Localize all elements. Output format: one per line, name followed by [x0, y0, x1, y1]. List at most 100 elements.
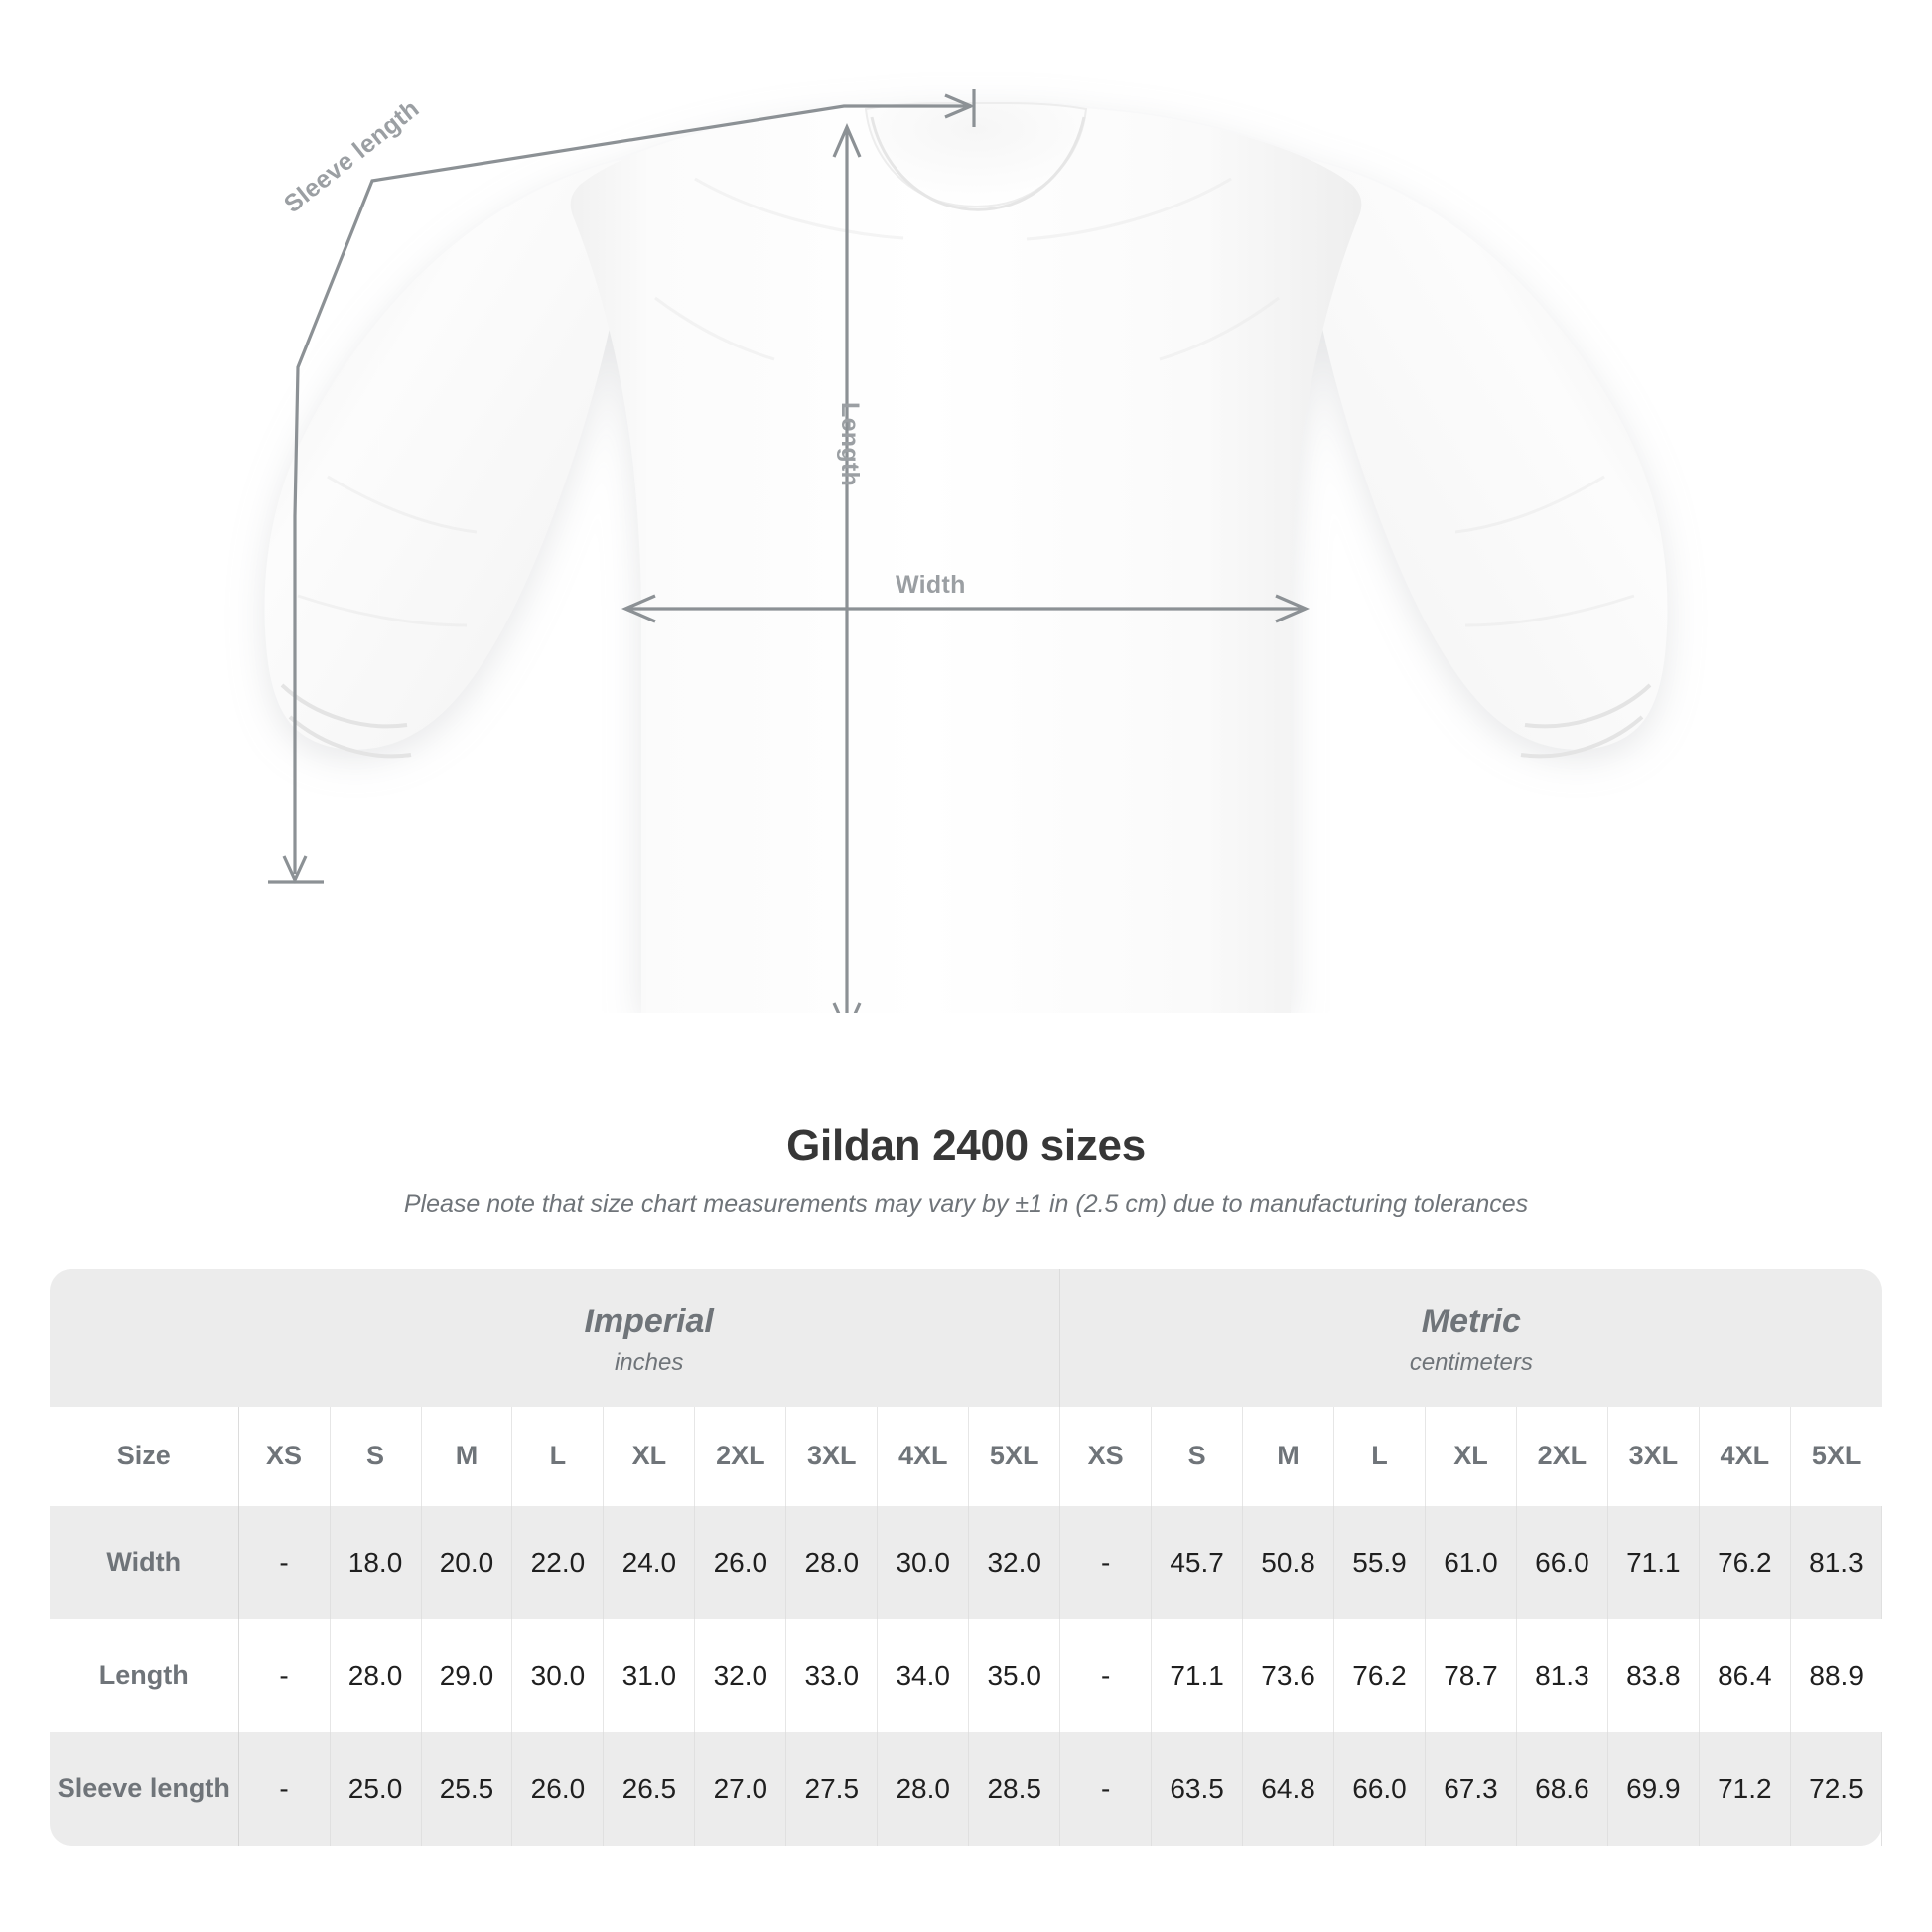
- length-label: Length: [836, 402, 864, 487]
- cell-sleeve-length-metric-m: 64.8: [1242, 1731, 1335, 1846]
- unit-subtitle: inches: [614, 1349, 684, 1377]
- fabric-folds: [297, 177, 1635, 627]
- width-measurement-line: [621, 594, 1311, 623]
- cell-length-imperial-s: 28.0: [330, 1618, 422, 1732]
- size-header-metric-2xl: 2XL: [1516, 1406, 1608, 1506]
- cell-length-imperial-xl: 31.0: [603, 1618, 696, 1732]
- size-header-imperial-2xl: 2XL: [694, 1406, 787, 1506]
- cell-length-metric-xs: -: [1059, 1618, 1153, 1732]
- size-header-metric-m: M: [1242, 1406, 1335, 1506]
- cell-length-metric-l: 76.2: [1333, 1618, 1426, 1732]
- cell-width-imperial-2xl: 26.0: [694, 1505, 787, 1619]
- tolerance-note: Please note that size chart measurements…: [403, 1189, 1529, 1218]
- size-table-container: Imperial inches Metric centimeters Size XS S M L…: [50, 1269, 1883, 1846]
- size-header-metric-xl: XL: [1425, 1406, 1517, 1506]
- units-row: Imperial inches Metric centimeters: [50, 1269, 1882, 1407]
- size-header-metric-4xl: 4XL: [1699, 1406, 1791, 1506]
- shirt-body-shape: [264, 102, 1668, 1013]
- cell-sleeve-length-metric-3xl: 69.9: [1607, 1731, 1700, 1846]
- cell-width-metric-xs: -: [1059, 1505, 1153, 1619]
- cell-sleeve-length-metric-xl: 67.3: [1425, 1731, 1517, 1846]
- units-spacer: [50, 1269, 239, 1407]
- size-header-imperial-xs: XS: [238, 1406, 331, 1506]
- cell-width-imperial-xs: -: [238, 1505, 331, 1619]
- cell-sleeve-length-metric-2xl: 68.6: [1516, 1731, 1608, 1846]
- cell-length-imperial-5xl: 35.0: [968, 1618, 1061, 1732]
- cell-sleeve-length-imperial-xs: -: [238, 1731, 331, 1846]
- cell-sleeve-length-metric-5xl: 72.5: [1790, 1731, 1883, 1846]
- cell-length-metric-3xl: 83.8: [1607, 1618, 1700, 1732]
- cell-width-metric-3xl: 71.1: [1607, 1505, 1700, 1619]
- row-label-length: Length: [50, 1618, 239, 1732]
- cell-sleeve-length-imperial-5xl: 28.5: [968, 1731, 1061, 1846]
- cell-width-imperial-s: 18.0: [330, 1505, 422, 1619]
- cell-sleeve-length-metric-4xl: 71.2: [1699, 1731, 1791, 1846]
- measurement-lines: [268, 89, 1311, 1013]
- cell-length-imperial-2xl: 32.0: [694, 1618, 787, 1732]
- cell-length-imperial-xs: -: [238, 1618, 331, 1732]
- cell-width-metric-4xl: 76.2: [1699, 1505, 1791, 1619]
- length-measurement-line: [832, 122, 862, 1013]
- row-label-width: Width: [50, 1505, 239, 1619]
- cell-sleeve-length-metric-l: 66.0: [1333, 1731, 1426, 1846]
- size-header-metric-5xl: 5XL: [1790, 1406, 1882, 1506]
- unit-name: Imperial: [584, 1303, 714, 1340]
- chart-caption: Gildan 2400 sizes Please note that size …: [0, 1120, 1932, 1220]
- cell-sleeve-length-metric-s: 63.5: [1151, 1731, 1244, 1846]
- sleeve-measurement-line: [268, 89, 976, 884]
- cell-width-metric-5xl: 81.3: [1790, 1505, 1883, 1619]
- size-table: Imperial inches Metric centimeters Size XS S M L…: [50, 1269, 1883, 1846]
- cell-sleeve-length-imperial-4xl: 28.0: [877, 1731, 970, 1846]
- cell-width-metric-s: 45.7: [1151, 1505, 1244, 1619]
- cell-width-metric-xl: 61.0: [1425, 1505, 1517, 1619]
- cell-length-imperial-4xl: 34.0: [877, 1618, 970, 1732]
- cell-length-imperial-l: 30.0: [511, 1618, 605, 1732]
- width-label: Width: [896, 571, 966, 599]
- cell-width-imperial-l: 22.0: [511, 1505, 605, 1619]
- cell-width-metric-2xl: 66.0: [1516, 1505, 1608, 1619]
- cell-width-metric-l: 55.9: [1333, 1505, 1426, 1619]
- cell-sleeve-length-imperial-m: 25.5: [421, 1731, 513, 1846]
- cell-sleeve-length-imperial-xl: 26.5: [603, 1731, 696, 1846]
- cell-width-metric-m: 50.8: [1242, 1505, 1335, 1619]
- cell-sleeve-length-imperial-2xl: 27.0: [694, 1731, 787, 1846]
- size-header-metric-s: S: [1151, 1406, 1244, 1506]
- table-row: Sleeve length -25.0 25.5 26.0 26.5 27.0 27.5 28…: [50, 1731, 1883, 1846]
- cell-sleeve-length-imperial-l: 26.0: [511, 1731, 605, 1846]
- size-header-metric-xs: XS: [1059, 1406, 1153, 1506]
- size-header-imperial-xl: XL: [603, 1406, 696, 1506]
- cell-length-metric-5xl: 88.9: [1790, 1618, 1882, 1732]
- cell-sleeve-length-metric-xs: -: [1059, 1731, 1153, 1846]
- cell-sleeve-length-imperial-3xl: 27.5: [785, 1731, 879, 1846]
- size-header-imperial-s: S: [330, 1406, 422, 1506]
- cell-length-metric-4xl: 86.4: [1699, 1618, 1791, 1732]
- table-row: Width -18.0 20.0 22.0 24.0 26.0 28.0 30.0 32.0-4…: [50, 1505, 1883, 1619]
- cell-width-imperial-5xl: 32.0: [968, 1505, 1061, 1619]
- cell-length-metric-s: 71.1: [1151, 1618, 1244, 1732]
- cell-length-metric-m: 73.6: [1242, 1618, 1335, 1732]
- unit-header-metric: Metric centimeters: [1059, 1269, 1882, 1407]
- size-header-metric-3xl: 3XL: [1607, 1406, 1700, 1506]
- size-header-imperial-m: M: [421, 1406, 513, 1506]
- size-header-imperial-l: L: [511, 1406, 605, 1506]
- cell-length-imperial-3xl: 33.0: [785, 1618, 879, 1732]
- unit-name: Metric: [1421, 1303, 1521, 1340]
- cell-width-imperial-xl: 24.0: [603, 1505, 696, 1619]
- cell-length-imperial-m: 29.0: [421, 1618, 513, 1732]
- page-title: Gildan 2400 sizes: [786, 1121, 1146, 1170]
- garment-illustration: Sleeve length Length Width: [264, 89, 1668, 1013]
- size-header-imperial-3xl: 3XL: [785, 1406, 879, 1506]
- shirt-svg: [264, 89, 1668, 1013]
- sleeve-cuffs: [280, 683, 1652, 759]
- size-header-imperial-4xl: 4XL: [877, 1406, 970, 1506]
- cell-length-metric-xl: 78.7: [1425, 1618, 1517, 1732]
- cell-width-imperial-m: 20.0: [421, 1505, 513, 1619]
- size-header-imperial-5xl: 5XL: [968, 1406, 1061, 1506]
- unit-subtitle: centimeters: [1409, 1349, 1533, 1377]
- cell-length-metric-2xl: 81.3: [1516, 1618, 1608, 1732]
- cell-width-imperial-4xl: 30.0: [877, 1505, 970, 1619]
- cell-width-imperial-3xl: 28.0: [785, 1505, 879, 1619]
- unit-header-imperial: Imperial inches: [238, 1269, 1060, 1407]
- size-header-row: Size XS S M L XL 2XL 3XL 4XL 5XL XS S M L XL 2XL 3XL 4XL 5…: [50, 1406, 1882, 1506]
